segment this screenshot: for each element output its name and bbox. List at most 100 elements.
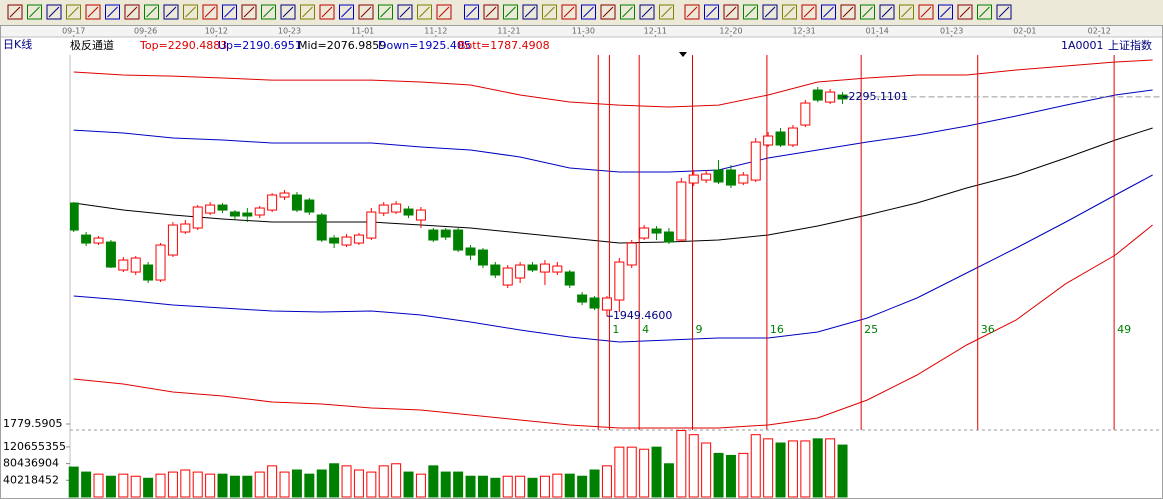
icon-stroke [881,6,893,18]
toolbar-icon[interactable] [464,4,479,20]
toolbar-icon[interactable] [163,4,179,20]
toolbar-icon[interactable] [918,4,934,20]
icon-frame [957,4,973,20]
candle-body [403,208,414,216]
volume-bar [130,475,141,498]
volume-bar [713,452,724,498]
toolbar-icon[interactable] [938,4,953,20]
toolbar-icon[interactable] [124,4,140,20]
toolbar-icon[interactable] [782,4,797,20]
toolbar-icon[interactable] [879,4,895,20]
icon-stroke [9,6,21,18]
candle-body [353,234,364,244]
toolbar-icon[interactable] [684,4,700,20]
volume-bar [366,471,377,498]
toolbar-icon[interactable] [743,4,758,20]
toolbar-icon[interactable] [860,4,875,20]
volume-bar [378,465,389,498]
icon-stroke [380,6,391,18]
volume-bar [651,446,662,498]
toolbar-icon[interactable] [762,4,778,20]
toolbar-icon[interactable] [261,4,276,20]
toolbar-icon[interactable] [7,4,23,20]
toolbar-icon[interactable] [105,4,120,20]
toolbar-icon[interactable] [183,4,198,20]
icon-stroke [998,6,1010,18]
candle-body [725,169,736,186]
toolbar-icon[interactable] [436,4,452,20]
toolbar-icon[interactable] [542,4,557,20]
toolbar-icon[interactable] [222,4,237,20]
toolbar-icon[interactable] [417,4,432,20]
icon-frame [358,4,374,20]
toolbar-icon[interactable] [600,4,616,20]
volume-bar [539,475,550,498]
icon-stroke [126,6,138,18]
toolbar-icon[interactable] [241,4,257,20]
volume-bar [490,477,501,498]
toolbar-icon[interactable] [620,4,635,20]
x-tick-label: 11-21 [497,27,520,36]
x-tick-label: 09-26 [134,27,157,36]
toolbar-icon[interactable] [659,4,674,20]
icon-frame [821,4,836,20]
toolbar-icon[interactable] [280,4,296,20]
icon-stroke [661,6,672,18]
volume-bar [564,473,575,498]
toolbar-icon[interactable] [639,4,655,20]
icon-frame [280,4,296,20]
icon-stroke [524,6,536,18]
toolbar-icon[interactable] [581,4,596,20]
toolbar-icon[interactable] [503,4,518,20]
toolbar-icon[interactable] [483,4,499,20]
candle-body [465,247,476,256]
icon-stroke [263,6,274,18]
toolbar-icon[interactable] [85,4,101,20]
icon-stroke [641,6,653,18]
x-tick-label: 02-12 [1088,27,1111,36]
toolbar-icon[interactable] [840,4,856,20]
icon-stroke [563,6,575,18]
toolbar-icon[interactable] [996,4,1012,20]
icon-stroke [224,6,235,18]
toolbar-icon[interactable] [144,4,159,20]
volume-bar [626,446,637,498]
toolbar-icon[interactable] [522,4,538,20]
toolbar-icon[interactable] [821,4,836,20]
candle-body [812,89,823,101]
x-tick-label: 11-01 [351,27,374,36]
candle-body [304,199,315,213]
band-line [73,127,1153,244]
toolbar-icon[interactable] [339,4,354,20]
toolbar-icon[interactable] [397,4,413,20]
icon-frame [241,4,257,20]
toolbar-icon[interactable] [66,4,81,20]
cursor-marker [679,52,687,57]
toolbar-icon[interactable] [957,4,973,20]
toolbar-icon[interactable] [46,4,62,20]
candle-body [229,211,240,217]
toolbar-icon[interactable] [27,4,42,20]
toolbar-icon[interactable] [378,4,393,20]
toolbar-icon[interactable] [704,4,719,20]
toolbar-icon[interactable] [723,4,739,20]
band-line [73,59,1153,108]
icon-stroke [165,6,177,18]
volume-bar [242,475,253,498]
volume-bar [701,442,712,498]
toolbar-icon[interactable] [300,4,315,20]
toolbar-icon[interactable] [801,4,817,20]
icon-stroke [107,6,118,18]
toolbar-icon[interactable] [319,4,335,20]
date-strip [0,25,1163,37]
toolbar-icon[interactable] [899,4,914,20]
toolbar-icon[interactable] [358,4,374,20]
toolbar-icon[interactable] [977,4,992,20]
volume-bar [68,466,79,498]
icon-frame [66,4,81,20]
volume-bar [391,463,402,498]
candle-body [279,192,290,198]
toolbar-icon[interactable] [202,4,218,20]
toolbar-icon[interactable] [561,4,577,20]
